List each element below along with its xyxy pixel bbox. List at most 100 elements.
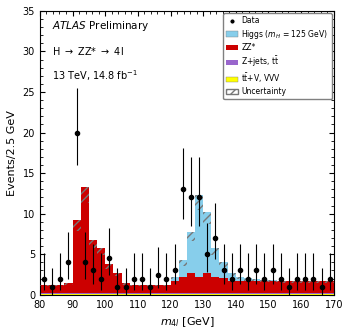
Bar (56, 294, 64, 295)
Bar (97, 294, 105, 295)
Bar (211, 277, 219, 293)
Bar (105, 264, 113, 269)
Bar (252, 281, 260, 293)
Bar (244, 281, 252, 293)
Bar (211, 248, 219, 277)
Bar (72, 220, 81, 231)
Bar (40, 294, 48, 295)
Bar (317, 293, 326, 294)
Bar (178, 260, 187, 277)
Bar (187, 232, 195, 241)
Bar (130, 285, 138, 286)
Bar (219, 262, 228, 267)
Bar (309, 281, 317, 293)
Bar (244, 294, 252, 295)
Bar (244, 293, 252, 294)
Bar (48, 285, 56, 286)
Bar (228, 294, 236, 295)
Bar (326, 281, 334, 283)
Bar (162, 293, 170, 294)
Bar (89, 240, 97, 293)
Bar (81, 187, 89, 204)
Bar (64, 293, 72, 294)
Bar (317, 294, 326, 295)
Bar (309, 293, 317, 294)
Bar (301, 294, 309, 295)
Bar (113, 272, 121, 276)
Bar (113, 294, 121, 295)
Bar (293, 293, 301, 294)
Bar (154, 285, 162, 293)
Bar (81, 294, 89, 295)
Bar (178, 260, 187, 265)
Bar (195, 277, 203, 293)
Bar (72, 294, 81, 295)
Bar (276, 281, 285, 293)
Bar (89, 294, 97, 295)
Bar (48, 285, 56, 293)
Bar (326, 294, 334, 295)
Bar (301, 281, 309, 283)
Bar (268, 280, 276, 282)
Bar (187, 272, 195, 293)
Bar (64, 283, 72, 293)
Bar (72, 293, 81, 294)
Bar (219, 278, 228, 293)
Bar (228, 281, 236, 293)
Bar (97, 293, 105, 294)
Bar (195, 196, 203, 210)
Bar (113, 272, 121, 293)
Bar (203, 212, 211, 272)
Bar (228, 272, 236, 281)
Bar (146, 293, 154, 294)
Bar (301, 293, 309, 294)
Bar (97, 248, 105, 293)
Bar (89, 240, 97, 248)
Bar (228, 293, 236, 294)
Bar (236, 293, 244, 294)
Bar (89, 293, 97, 294)
Bar (309, 281, 317, 283)
Bar (170, 281, 178, 293)
Bar (268, 293, 276, 294)
Bar (40, 293, 48, 294)
Bar (121, 283, 130, 285)
Bar (64, 294, 72, 295)
Bar (154, 285, 162, 286)
Bar (326, 293, 334, 294)
Bar (268, 280, 276, 281)
Bar (105, 264, 113, 293)
Bar (170, 277, 178, 279)
Bar (236, 281, 244, 293)
Bar (211, 294, 219, 295)
Bar (81, 187, 89, 293)
Bar (211, 293, 219, 294)
Bar (276, 294, 285, 295)
Bar (105, 294, 113, 295)
Bar (195, 294, 203, 295)
Bar (252, 293, 260, 294)
Bar (252, 279, 260, 281)
Bar (285, 281, 293, 293)
Bar (97, 248, 105, 255)
Bar (219, 294, 228, 295)
Bar (236, 294, 244, 295)
Bar (138, 285, 146, 293)
Bar (203, 293, 211, 294)
Bar (56, 285, 64, 286)
Bar (162, 294, 170, 295)
Bar (146, 285, 154, 286)
Bar (260, 280, 268, 282)
Text: 13 TeV, 14.8 fb$^{-1}$: 13 TeV, 14.8 fb$^{-1}$ (51, 68, 138, 83)
Bar (162, 285, 170, 286)
Bar (64, 283, 72, 285)
Bar (138, 285, 146, 286)
X-axis label: $m_{4l}$ [GeV]: $m_{4l}$ [GeV] (160, 315, 214, 329)
Bar (228, 272, 236, 276)
Bar (293, 281, 301, 283)
Bar (178, 277, 187, 293)
Y-axis label: Events/2.5 GeV: Events/2.5 GeV (7, 110, 17, 196)
Bar (72, 220, 81, 293)
Bar (260, 280, 268, 281)
Bar (146, 285, 154, 293)
